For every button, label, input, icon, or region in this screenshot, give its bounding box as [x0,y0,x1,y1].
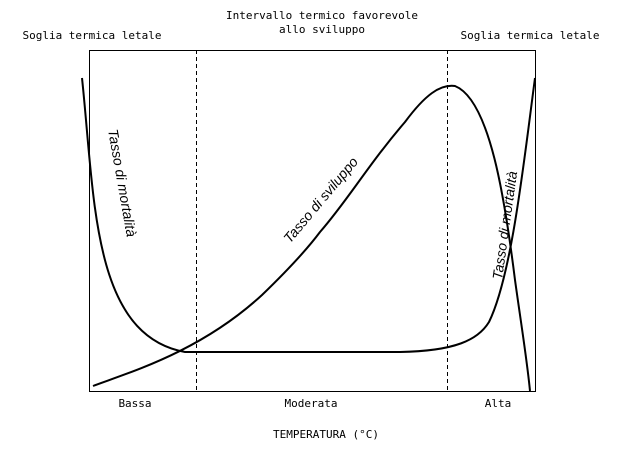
plot-frame [89,50,536,392]
mortality-curve [81,77,536,353]
mortality-left-label: Tasso di mortalità [105,128,140,239]
favorable-range-label-line1: Intervallo termico favorevole [226,9,418,22]
x-category-high: Alta [485,397,512,410]
x-category-low: Bassa [118,397,151,410]
development-curve [92,84,531,392]
right-threshold-label: Soglia termica letale [460,29,599,42]
x-category-moderate: Moderata [285,397,338,410]
mortality-right-label: Tasso di mortalità [489,170,520,281]
x-axis-title: TEMPERATURA (°C) [273,428,379,441]
favorable-range-label-line2: allo sviluppo [279,23,365,36]
left-threshold-label: Soglia termica letale [22,29,161,42]
